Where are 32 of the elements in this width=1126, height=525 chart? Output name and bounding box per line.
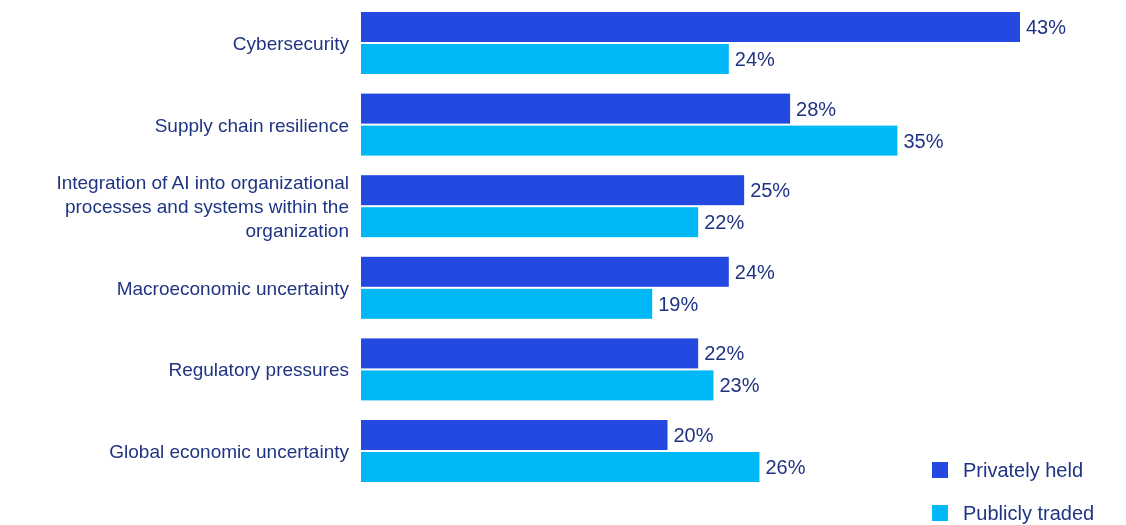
bar bbox=[361, 370, 714, 401]
bar bbox=[361, 125, 898, 156]
bar bbox=[361, 256, 729, 287]
bar bbox=[361, 93, 791, 124]
data-label: 25% bbox=[750, 179, 791, 202]
bar bbox=[361, 44, 729, 74]
data-label: 35% bbox=[903, 129, 944, 152]
bar bbox=[361, 207, 699, 238]
y-tick-label: Cybersecurity bbox=[232, 32, 350, 54]
y-tick-label: Global economic uncertainty bbox=[109, 440, 350, 462]
y-tick-label: Regulatory pressures bbox=[168, 358, 349, 380]
data-label: 43% bbox=[1026, 16, 1067, 38]
data-label: 26% bbox=[765, 456, 806, 478]
y-tick-label: Supply chain resilience bbox=[154, 114, 349, 136]
data-label: 22% bbox=[704, 211, 745, 234]
bar bbox=[361, 452, 760, 482]
bar bbox=[361, 420, 668, 450]
data-label: 22% bbox=[704, 342, 745, 365]
data-label: 28% bbox=[796, 97, 837, 120]
data-label: 19% bbox=[658, 292, 699, 315]
y-tick-label: Integration of AI into organizational processes and systems within the organization bbox=[56, 171, 349, 241]
data-label: 23% bbox=[719, 374, 760, 397]
y-tick-label: Macroeconomic uncertainty bbox=[116, 277, 350, 299]
bar bbox=[361, 288, 653, 319]
legend-label: Publicly traded bbox=[963, 502, 1095, 524]
bar bbox=[361, 175, 745, 206]
data-label: 20% bbox=[673, 424, 714, 446]
bar bbox=[361, 12, 1020, 42]
data-label: 24% bbox=[734, 48, 776, 70]
data-label: 24% bbox=[734, 260, 776, 283]
bar bbox=[361, 338, 699, 369]
legend-label: Privately held bbox=[963, 459, 1084, 481]
